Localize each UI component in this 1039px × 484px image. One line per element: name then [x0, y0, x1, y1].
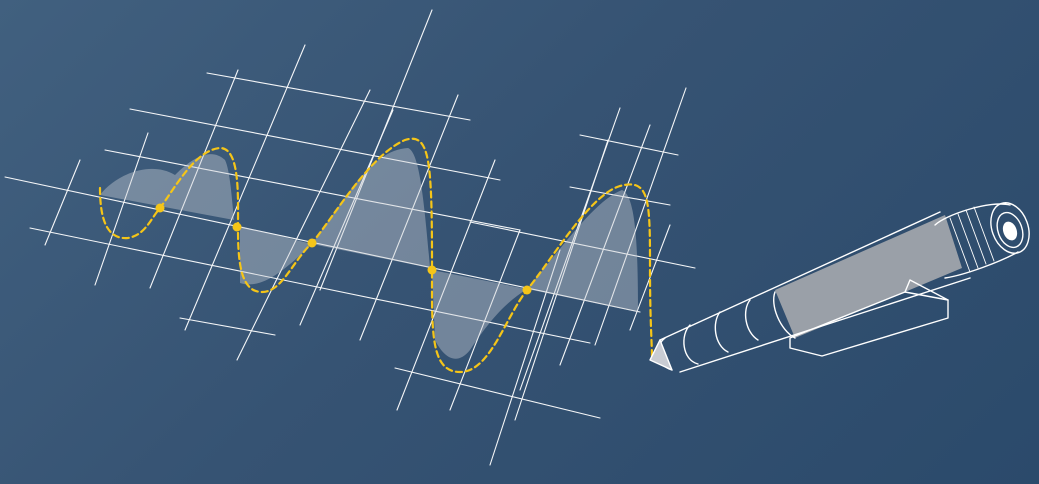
pen-icon — [649, 202, 1030, 373]
wave-point — [232, 222, 242, 232]
wave-icon — [98, 137, 654, 374]
wave-point — [427, 265, 437, 275]
wave-point — [307, 238, 317, 248]
wave-point — [155, 203, 165, 213]
grid-icon — [4, 9, 696, 466]
wave-fill-area — [100, 148, 638, 359]
wave-point — [522, 285, 532, 295]
wave-points — [155, 203, 532, 295]
